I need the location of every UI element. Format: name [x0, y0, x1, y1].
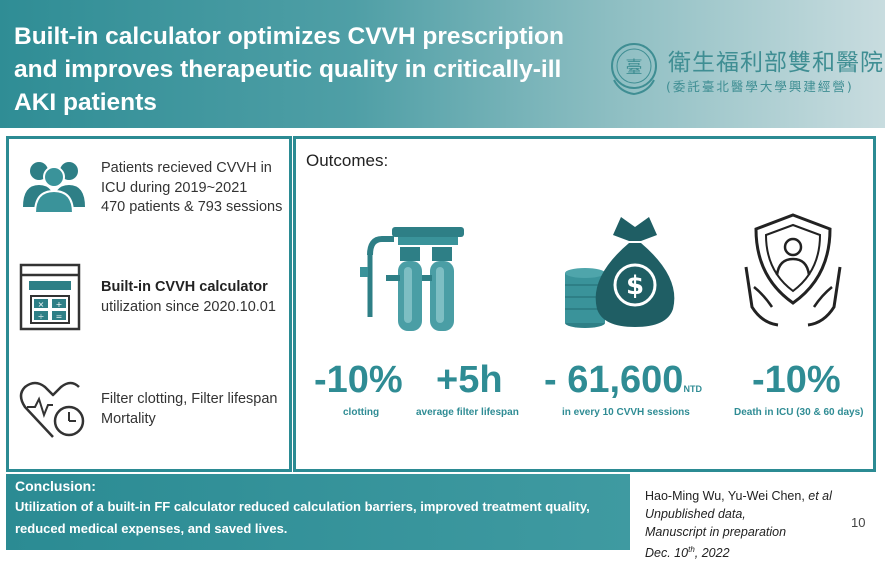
- calculator-line-1: Built-in CVVH calculator: [101, 279, 268, 295]
- outcomes-panel: Outcomes: $: [293, 136, 876, 472]
- outcome-measures-text: Filter clotting, Filter lifespan Mortali…: [101, 390, 277, 429]
- svg-text:÷: ÷: [38, 312, 45, 321]
- cost-unit: NTD: [683, 384, 702, 394]
- svg-text:×: ×: [38, 300, 45, 309]
- heart-clock-icon: [19, 381, 85, 438]
- svg-text:$: $: [626, 271, 644, 301]
- cohort-text: Patients recieved CVVH in ICU during 201…: [101, 159, 282, 218]
- author-credit: Hao-Ming Wu, Yu-Wei Chen, et al Unpublis…: [645, 487, 832, 562]
- lifespan-caption: average filter lifespan: [416, 407, 519, 418]
- shield-hands-icon: [744, 213, 842, 327]
- lifespan-value: +5h: [436, 359, 503, 401]
- conclusion-box: Conclusion: Utilization of a built-in FF…: [6, 474, 630, 550]
- conclusion-body: Utilization of a built-in FF calculator …: [15, 499, 590, 536]
- cohort-line-1: Patients recieved CVVH in: [101, 160, 272, 176]
- svg-text:=: =: [56, 312, 63, 321]
- outcomes-label: Outcomes:: [306, 151, 389, 170]
- hospital-logo: 臺 衛生福利部雙和醫院 (委託臺北醫學大學興建經營): [600, 40, 883, 100]
- study-info-panel: Patients recieved CVVH in ICU during 201…: [6, 136, 292, 472]
- calculator-text: Built-in CVVH calculator utilization sin…: [101, 278, 276, 317]
- measures-line-2: Mortality: [101, 410, 156, 427]
- cost-value: - 61,600: [544, 359, 684, 401]
- credit-year: , 2022: [694, 546, 730, 561]
- credit-line-2: Unpublished data,: [645, 507, 746, 521]
- clotting-value: -10%: [314, 359, 403, 401]
- conclusion-title: Conclusion:: [15, 478, 96, 494]
- cohort-line-3: 470 patients & 793 sessions: [101, 199, 283, 215]
- credit-date: Dec. 10: [645, 546, 689, 561]
- cost-value-wrap: - 61,600NTD: [544, 359, 702, 402]
- page-number: 10: [851, 515, 866, 530]
- hospital-name: 衛生福利部雙和醫院: [668, 50, 884, 76]
- clotting-caption: clotting: [343, 407, 380, 418]
- money-bag-icon: $: [565, 217, 675, 328]
- svg-text:+: +: [56, 300, 63, 309]
- calculator-line-2: utilization since 2020.10.01: [101, 298, 276, 315]
- header-banner: Built-in calculator optimizes CVVH presc…: [0, 0, 885, 128]
- measures-line-1: Filter clotting, Filter lifespan: [101, 391, 278, 407]
- credit-date-sup: th: [688, 545, 695, 554]
- credit-authors: Hao-Ming Wu, Yu-Wei Chen,: [645, 489, 809, 503]
- cost-caption: in every 10 CVVH sessions: [562, 407, 690, 418]
- cohort-line-2: ICU during 2019~2021: [101, 179, 248, 196]
- calculator-window-icon: × + ÷ =: [19, 263, 81, 331]
- water-filter-icon: [360, 227, 464, 331]
- credit-etal: et al: [808, 489, 832, 503]
- hospital-seal-icon: 臺: [611, 43, 657, 96]
- death-caption: Death in ICU (30 & 60 days): [734, 407, 864, 418]
- credit-date-line: Dec. 10th, 2022: [645, 541, 832, 562]
- hospital-subtitle: (委託臺北醫學大學興建經營): [666, 79, 854, 94]
- credit-authors-line: Hao-Ming Wu, Yu-Wei Chen, et al: [645, 487, 832, 505]
- credit-line-3: Manuscript in preparation: [645, 525, 787, 539]
- death-value: -10%: [752, 359, 841, 401]
- people-icon: [23, 162, 85, 214]
- seal-glyph: 臺: [626, 58, 643, 78]
- slide-title: Built-in calculator optimizes CVVH presc…: [14, 23, 564, 116]
